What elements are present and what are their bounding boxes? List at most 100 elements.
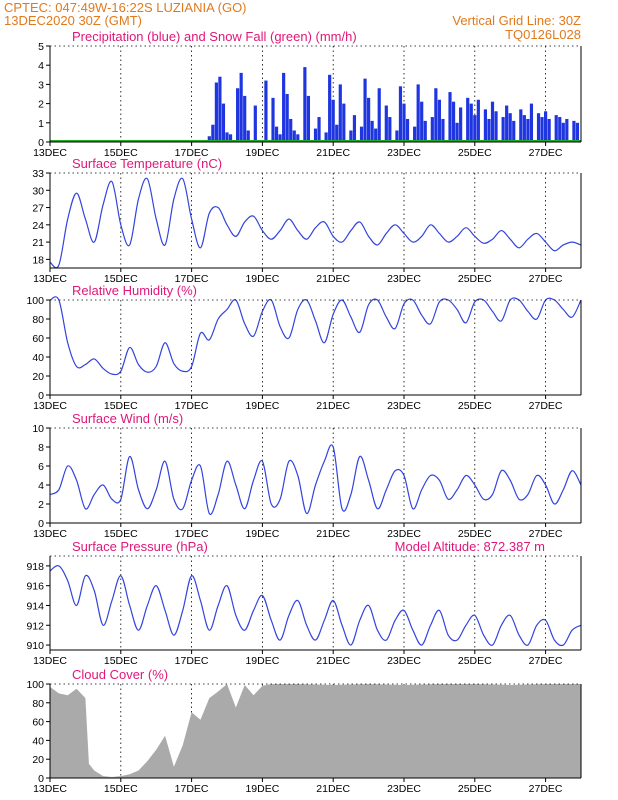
precipitation-bar <box>282 72 286 142</box>
precipitation-bar <box>349 130 353 142</box>
precipitation-xtick-label: 25DEC <box>458 147 492 159</box>
precipitation-bar <box>536 113 541 142</box>
temperature-ytick-label: 30 <box>32 185 44 197</box>
cloud-cover-ytick-label: 0 <box>38 773 44 785</box>
cloud-cover-xtick-label: 27DEC <box>529 783 563 795</box>
wind-xtick-label: 23DEC <box>387 528 421 540</box>
precipitation-bar <box>264 80 268 142</box>
precipitation-bar <box>338 84 342 142</box>
temperature-panel: 18 21 24 27 30 33 13DEC 15DEC 17DEC 19DEC 21DEC 23D… <box>32 156 582 285</box>
precipitation-bar <box>466 97 470 142</box>
precipitation-bar <box>328 74 332 142</box>
cloud-cover-panel: 0 20 40 60 80 100 13DEC 15DEC 17DEC 19DEC 21DEC 23D… <box>26 667 582 795</box>
humidity-panel: 0 20 40 60 80 100 13DEC 15DEC 17DEC 19DEC 21DEC 23D… <box>26 283 582 412</box>
precipitation-bar <box>342 103 346 142</box>
wind-ytick-label: 6 <box>38 461 44 473</box>
precipitation-bar <box>398 86 403 142</box>
precipitation-bar <box>292 130 296 142</box>
precipitation-bar <box>388 117 392 142</box>
cloud-cover-title: Cloud Cover (%) <box>72 667 168 682</box>
humidity-ytick-label: 40 <box>32 352 44 364</box>
temperature-ytick-label: 24 <box>32 220 44 232</box>
precipitation-bar <box>487 118 491 142</box>
humidity-line <box>49 296 582 376</box>
cloud-cover-xtick-label: 25DEC <box>458 783 492 795</box>
precipitation-bar <box>526 118 530 142</box>
cloud-cover-xtick-label: 15DEC <box>104 783 138 795</box>
precipitation-bar <box>285 94 289 142</box>
precipitation-bar <box>331 99 335 142</box>
pressure-xtick-label: 27DEC <box>529 655 563 667</box>
precipitation-bar <box>473 115 477 142</box>
precipitation-xtick-label: 21DEC <box>316 147 350 159</box>
temperature-xtick-label: 19DEC <box>245 273 279 285</box>
precipitation-bar <box>236 88 240 142</box>
humidity-ytick-label: 100 <box>26 295 44 307</box>
wind-ytick-label: 2 <box>38 499 44 511</box>
precipitation-ytick-label: 2 <box>38 99 44 111</box>
precipitation-bar <box>483 109 488 142</box>
precipitation-bar <box>455 122 459 142</box>
precipitation-ytick-label: 0 <box>38 137 44 149</box>
humidity-xtick-label: 17DEC <box>175 400 209 412</box>
temperature-ytick-label: 33 <box>32 168 44 180</box>
precipitation-bar <box>335 124 339 142</box>
precipitation-bar <box>225 132 229 142</box>
cloud-cover-ytick-label: 60 <box>32 717 44 729</box>
precipitation-panel: 0 1 2 3 4 5 13DEC 15DEC 17DEC 19DEC 21DEC 23DEC 25DE… <box>33 29 582 159</box>
precipitation-bar <box>370 120 374 142</box>
precipitation-bar <box>420 101 424 142</box>
precipitation-bar <box>317 117 321 142</box>
precipitation-xtick-label: 15DEC <box>104 147 138 159</box>
precipitation-bar <box>296 134 300 142</box>
pressure-xtick-label: 17DEC <box>175 655 209 667</box>
precipitation-bar <box>575 122 580 142</box>
precipitation-ytick-label: 5 <box>38 41 44 53</box>
cloud-cover-ytick-label: 100 <box>26 679 44 691</box>
precipitation-bar <box>522 115 526 142</box>
humidity-xtick-label: 21DEC <box>316 400 350 412</box>
pressure-ytick-label: 914 <box>26 600 44 612</box>
precipitation-bar <box>416 84 420 142</box>
pressure-xtick-label: 19DEC <box>245 655 279 667</box>
precipitation-bar <box>501 117 505 142</box>
precipitation-bar <box>451 101 456 142</box>
precipitation-bar <box>211 124 215 142</box>
precipitation-bar <box>413 126 417 142</box>
precipitation-bar <box>324 132 328 142</box>
precipitation-bar <box>303 67 307 142</box>
pressure-ytick-label: 910 <box>26 640 44 652</box>
precipitation-bar <box>405 118 410 142</box>
precipitation-title: Precipitation (blue) and Snow Fall (gree… <box>72 29 357 44</box>
temperature-ytick-label: 18 <box>32 254 44 266</box>
precipitation-bar <box>359 126 364 142</box>
precipitation-bar <box>374 128 378 142</box>
pressure-line <box>49 565 582 647</box>
temperature-xtick-label: 23DEC <box>387 273 421 285</box>
precipitation-bar <box>572 120 576 142</box>
wind-xtick-label: 15DEC <box>104 528 138 540</box>
humidity-ytick-label: 60 <box>32 333 44 345</box>
precipitation-bar <box>367 97 371 142</box>
precipitation-bar <box>363 78 367 142</box>
precipitation-bar <box>246 130 250 142</box>
precipitation-bar <box>430 117 434 142</box>
precipitation-bar <box>395 130 399 142</box>
precipitation-bar <box>306 95 311 142</box>
humidity-ytick-label: 20 <box>32 371 44 383</box>
precipitation-bar <box>544 111 548 142</box>
precipitation-bar <box>558 117 562 142</box>
pressure-xtick-label: 25DEC <box>458 655 492 667</box>
wind-xtick-label: 25DEC <box>458 528 492 540</box>
precipitation-bar <box>529 103 534 142</box>
precipitation-bar <box>494 111 498 142</box>
cloud-cover-xtick-label: 21DEC <box>316 783 350 795</box>
precipitation-bar <box>434 88 438 142</box>
precipitation-bar <box>547 118 551 142</box>
humidity-ytick-label: 80 <box>32 314 44 326</box>
precipitation-bar <box>352 115 357 142</box>
wind-title: Surface Wind (m/s) <box>72 411 183 426</box>
wind-line <box>49 444 582 516</box>
precipitation-xtick-label: 27DEC <box>529 147 563 159</box>
precipitation-xtick-label: 17DEC <box>175 147 209 159</box>
